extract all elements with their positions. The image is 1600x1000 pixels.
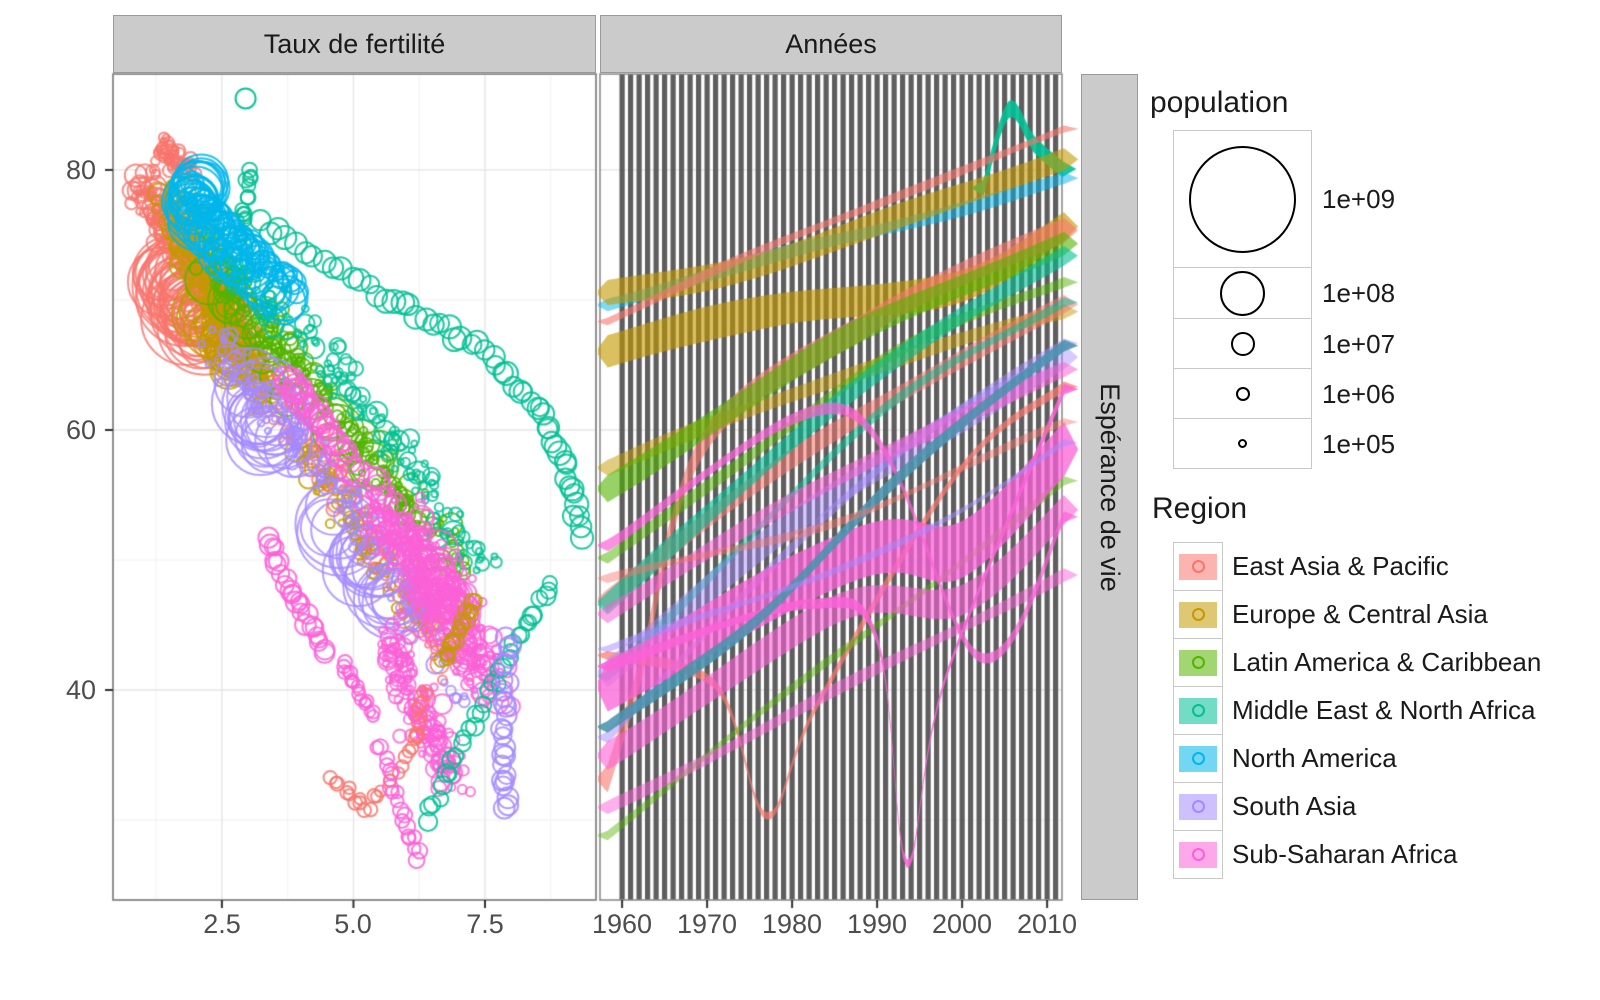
- region-swatch-icon: [1179, 697, 1217, 724]
- region-key[interactable]: [1173, 734, 1223, 783]
- region-key-label: South Asia: [1232, 791, 1357, 821]
- population-size-circle-icon: [1220, 270, 1265, 316]
- x-tick-7p5: 7.5: [466, 909, 504, 939]
- population-key-1e+06[interactable]: [1173, 368, 1312, 419]
- region-key-label: Latin America & Caribbean: [1232, 647, 1542, 677]
- region-key-label: Europe & Central Asia: [1232, 599, 1488, 629]
- region-swatch-icon: [1179, 745, 1217, 772]
- facet-strip-years-label: Années: [785, 28, 877, 59]
- region-key[interactable]: [1173, 638, 1223, 687]
- population-legend-title: population: [1150, 86, 1289, 119]
- region-point-icon: [1191, 800, 1205, 813]
- population-key-label: 1e+08: [1322, 278, 1396, 308]
- facet-strip-years: Années: [600, 15, 1062, 73]
- region-point-icon: [1191, 608, 1205, 621]
- population-key-label: 1e+07: [1322, 328, 1396, 359]
- population-size-circle-icon: [1230, 331, 1255, 356]
- x-tick-2000: 2000: [931, 909, 993, 939]
- region-point-icon: [1191, 848, 1205, 861]
- population-key-1e+07[interactable]: [1173, 318, 1312, 369]
- region-key-label: Middle East & North Africa: [1232, 695, 1536, 725]
- y-tick-40: 40: [65, 675, 96, 705]
- population-size-circle-icon: [1238, 439, 1247, 448]
- region-key[interactable]: [1173, 542, 1223, 591]
- facet-strip-fertility-label: Taux de fertilité: [263, 28, 446, 59]
- population-key-1e+08[interactable]: [1173, 267, 1312, 319]
- population-key-1e+05[interactable]: [1173, 418, 1312, 469]
- region-key-label: North America: [1232, 743, 1397, 773]
- y-tick-60: 60: [65, 415, 96, 445]
- region-point-icon: [1191, 656, 1205, 669]
- x-tick-1970: 1970: [676, 909, 738, 939]
- region-key[interactable]: [1173, 830, 1223, 879]
- x-tick-1980: 1980: [761, 909, 823, 939]
- x-tick-5p0: 5.0: [334, 909, 372, 939]
- region-point-icon: [1191, 704, 1205, 717]
- population-key-label: 1e+06: [1322, 378, 1396, 409]
- facet-strip-fertility: Taux de fertilité: [113, 15, 596, 73]
- region-key[interactable]: [1173, 590, 1223, 639]
- population-key-1e+09[interactable]: [1173, 130, 1312, 268]
- region-key-label: East Asia & Pacific: [1232, 551, 1449, 581]
- population-key-label: 1e+05: [1322, 428, 1396, 459]
- x-tick-1960: 1960: [591, 909, 653, 939]
- region-swatch-icon: [1179, 601, 1217, 628]
- region-swatch-icon: [1179, 841, 1217, 868]
- facet-strip-life-expectancy: Espérance de vie: [1081, 74, 1138, 900]
- region-point-icon: [1191, 560, 1205, 573]
- region-legend-title: Region: [1152, 492, 1248, 525]
- x-tick-1990: 1990: [846, 909, 908, 939]
- region-swatch-icon: [1179, 553, 1217, 580]
- region-swatch-icon: [1179, 649, 1217, 676]
- region-key[interactable]: [1173, 782, 1223, 831]
- region-key-label: Sub-Saharan Africa: [1232, 839, 1458, 869]
- y-tick-80: 80: [65, 155, 96, 185]
- region-point-icon: [1191, 752, 1205, 765]
- y-strip-label: Espérance de vie: [1095, 382, 1126, 592]
- population-size-circle-icon: [1189, 145, 1296, 253]
- population-size-circle-icon: [1235, 386, 1250, 401]
- x-tick-2010: 2010: [1016, 909, 1078, 939]
- x-tick-2p5: 2.5: [203, 909, 241, 939]
- region-key[interactable]: [1173, 686, 1223, 735]
- population-key-label: 1e+09: [1322, 184, 1396, 214]
- region-swatch-icon: [1179, 793, 1217, 820]
